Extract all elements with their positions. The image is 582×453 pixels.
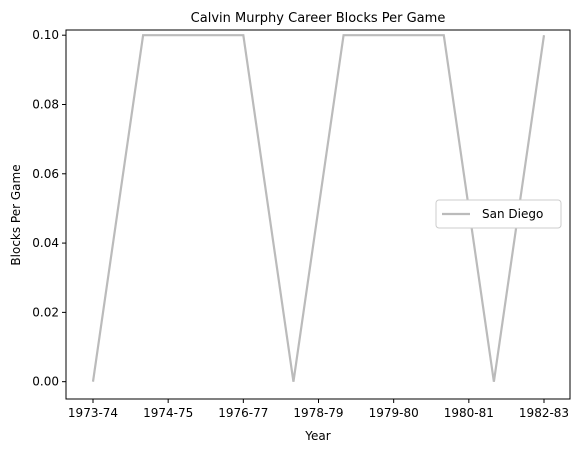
x-tick-label: 1979-80	[369, 406, 419, 420]
legend-label: San Diego	[482, 207, 543, 221]
x-tick-label: 1976-77	[218, 406, 268, 420]
chart-title: Calvin Murphy Career Blocks Per Game	[191, 11, 446, 26]
x-tick-label: 1980-81	[444, 406, 494, 420]
y-tick-label: 0.00	[32, 375, 59, 389]
x-tick-label: 1978-79	[293, 406, 343, 420]
x-tick-label: 1973-74	[68, 406, 118, 420]
y-tick-label: 0.04	[32, 236, 59, 250]
legend-box	[435, 199, 562, 229]
y-tick-label: 0.10	[32, 28, 59, 42]
y-tick-label: 0.06	[32, 167, 59, 181]
y-axis-label: Blocks Per Game	[9, 164, 23, 265]
legend: San Diego	[435, 199, 562, 229]
x-axis-label: Year	[304, 429, 330, 443]
y-tick-label: 0.02	[32, 305, 59, 319]
y-tick-label: 0.08	[32, 97, 59, 111]
x-tick-label: 1982-83	[519, 406, 569, 420]
x-tick-label: 1974-75	[143, 406, 193, 420]
